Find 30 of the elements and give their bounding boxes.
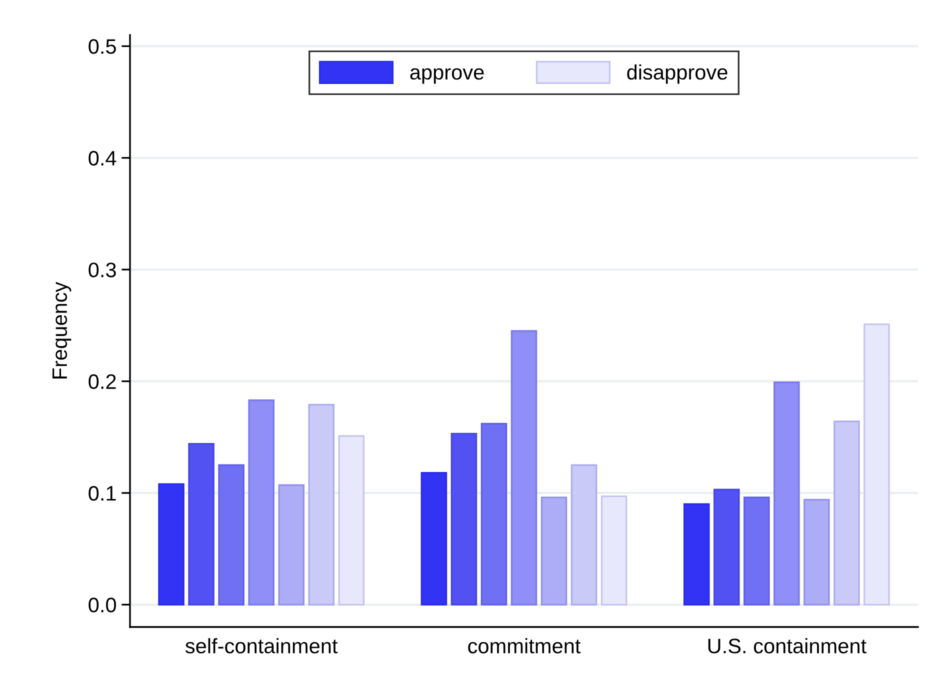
y-tick-label: 0.1 [88,486,116,501]
bar [804,498,830,606]
bar [713,488,740,606]
bar [188,442,214,606]
bar [774,382,800,606]
bar [218,464,244,606]
legend-label: disapprove [627,64,728,84]
bar [744,496,770,606]
bar [480,422,508,606]
x-tick-label: self-containment [185,638,338,654]
y-tick-label: 0.2 [88,374,116,390]
y-tick-label: 0.3 [88,262,116,278]
x-tick-label: commitment [468,638,581,654]
y-tick-label: 0.4 [88,150,116,166]
y-tick-label: 0.5 [88,39,116,54]
bar [158,483,184,606]
bar [308,404,335,606]
bar [683,503,710,606]
bar [570,464,598,606]
bar [540,496,568,606]
x-tick-label: U.S. containment [708,638,866,654]
y-tick-label: 0.0 [88,598,116,612]
bar [834,420,860,606]
bar [248,399,274,606]
bar [420,472,448,606]
bar [450,432,478,606]
y-axis-title: Frequency [52,282,72,378]
bar [510,330,538,606]
bar [278,484,304,606]
legend-label: approve [410,68,484,84]
